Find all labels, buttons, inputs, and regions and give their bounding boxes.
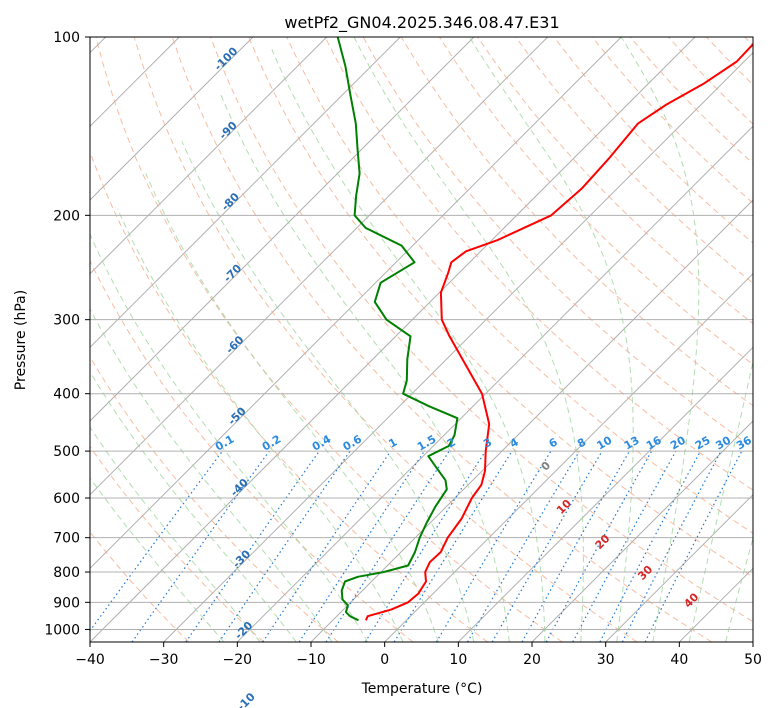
y-tick-label: 100 xyxy=(53,30,80,46)
x-tick-label: 50 xyxy=(744,652,762,668)
dewpoint-line xyxy=(336,37,459,622)
x-tick-label: −10 xyxy=(296,652,326,668)
sounding-profiles xyxy=(336,37,753,622)
isotherm-line xyxy=(90,37,254,201)
moist-adiabat-line xyxy=(90,370,297,642)
mixing-ratio-line xyxy=(325,450,450,642)
moist-adiabat-line xyxy=(117,208,404,642)
mixing-ratio-line xyxy=(298,450,425,642)
y-tick-label: 600 xyxy=(53,491,80,507)
moist-adiabat-line xyxy=(220,94,510,642)
x-tick-label: 40 xyxy=(670,652,688,668)
dry-adiabat-line xyxy=(95,37,563,642)
chart-title: wetPf2_GN04.2025.346.08.47.E31 xyxy=(284,13,559,33)
moist-adiabat-line xyxy=(145,173,439,642)
moist-adiabat-line xyxy=(90,426,261,642)
y-tick-label: 800 xyxy=(53,565,80,581)
plot-frame xyxy=(89,36,754,643)
moist-adiabat-line xyxy=(90,233,369,642)
y-tick-label: 400 xyxy=(53,387,80,403)
x-tick-label: 20 xyxy=(523,652,541,668)
dry-adiabat-line xyxy=(248,37,753,578)
isotherm-line xyxy=(90,37,401,349)
y-axis-ticks: 100 200 300 400 500 600 700 800 900 1000 xyxy=(44,30,90,638)
isotherm-line xyxy=(531,420,753,642)
x-axis-ticks: −40 −30 −20 −10 0 10 20 30 40 50 xyxy=(75,642,762,668)
isotherm-line xyxy=(605,493,753,642)
isotherm-line xyxy=(90,37,475,422)
x-tick-label: −40 xyxy=(75,652,105,668)
moist-adiabat-line xyxy=(271,49,546,642)
y-tick-label: 1000 xyxy=(44,622,80,638)
mixing-ratio-line xyxy=(393,450,513,642)
dry-adiabat-line xyxy=(90,445,264,642)
y-tick-label: 500 xyxy=(53,444,80,460)
pressure-gridlines xyxy=(90,37,753,630)
x-tick-label: −30 xyxy=(149,652,179,668)
y-tick-label: 200 xyxy=(53,208,80,224)
dry-adiabat-line xyxy=(210,37,753,623)
y-axis-title: Pressure (hPa) xyxy=(13,290,29,390)
dry-adiabat-line xyxy=(171,37,712,642)
y-tick-label: 900 xyxy=(53,595,80,611)
mixing-ratio-line xyxy=(466,450,580,642)
x-tick-label: 30 xyxy=(597,652,615,668)
y-tick-label: 300 xyxy=(53,313,80,329)
moist-adiabat-line xyxy=(353,37,584,642)
mixing-ratio-line xyxy=(262,450,392,642)
x-tick-label: 10 xyxy=(449,652,467,668)
moist-adiabat-line xyxy=(688,358,753,642)
y-tick-label: 700 xyxy=(53,531,80,547)
dry-adiabat-line xyxy=(133,37,638,642)
mixing-ratio-line xyxy=(185,450,320,642)
isotherm-line xyxy=(457,346,753,642)
background-lines xyxy=(90,37,753,642)
temperature-line xyxy=(364,42,753,621)
isotherm-line xyxy=(90,37,622,570)
isotherm-line xyxy=(384,272,753,642)
dry-adiabat-line xyxy=(324,37,753,491)
dry-adiabat-line xyxy=(515,37,753,284)
mixing-ratio-line xyxy=(364,450,486,642)
x-axis-title: Temperature (°C) xyxy=(361,681,483,697)
mixing-ratio-line xyxy=(599,450,702,642)
isotherm-line xyxy=(90,37,696,642)
moist-adiabat-line xyxy=(620,37,700,642)
moist-adiabat-line xyxy=(90,308,333,642)
dry-adiabat-line xyxy=(286,37,753,534)
dry-adiabat-line xyxy=(90,259,414,642)
x-tick-label: −20 xyxy=(223,652,253,668)
mixing-ratio-line xyxy=(572,450,677,642)
isotherm-line xyxy=(90,37,328,275)
isotherm-line xyxy=(236,125,753,642)
moist-adiabat-line xyxy=(90,476,225,642)
mixing-ratio-line xyxy=(218,450,351,642)
isotherm-line xyxy=(90,37,549,496)
mixing-ratio-line xyxy=(435,450,552,642)
isotherm-line xyxy=(163,51,753,642)
x-tick-label: 0 xyxy=(380,652,389,668)
moist-adiabat-line xyxy=(725,536,753,642)
